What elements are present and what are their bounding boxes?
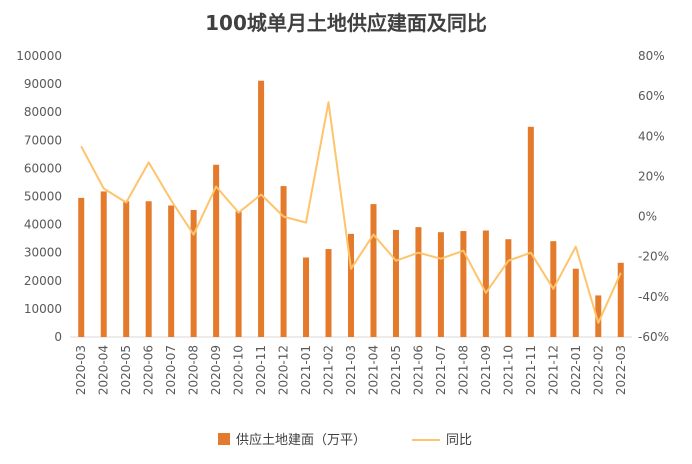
- y-left-tick-label: 0: [54, 330, 62, 344]
- x-tick-label: 2021-04: [367, 345, 381, 395]
- y-left-tick-label: 100000: [16, 49, 62, 63]
- x-tick-label: 2021-01: [299, 345, 313, 395]
- y-left-tick-label: 90000: [24, 77, 62, 91]
- x-tick-label: 2020-09: [209, 345, 223, 395]
- bar: [572, 268, 579, 337]
- axes-group: 0 10000 20000 30000 40000 50000 60000 70000 8000…: [16, 49, 669, 344]
- x-tick-label: 2020-12: [277, 345, 291, 395]
- chart-title: 100城单月土地供应建面及同比: [205, 11, 487, 35]
- x-tick-label: 2020-03: [74, 345, 88, 395]
- bar: [123, 201, 130, 337]
- bar: [505, 239, 512, 337]
- x-axis-labels: 2020-03 2020-04 2020-05 2020-06 2020-07 2020-…: [74, 345, 628, 395]
- y-right-tick-label: -20%: [638, 250, 669, 264]
- x-tick-label: 2021-10: [501, 345, 515, 395]
- legend-bar-swatch: [218, 433, 230, 445]
- yoy-line: [80, 101, 622, 324]
- bar: [392, 229, 399, 337]
- bar: [595, 295, 602, 337]
- bar: [617, 262, 624, 337]
- bar: [527, 126, 534, 337]
- x-tick-label: 2021-07: [434, 345, 448, 395]
- bar: [482, 230, 489, 337]
- x-tick-label: 2022-01: [569, 345, 583, 395]
- x-tick-label: 2020-05: [119, 345, 133, 395]
- bar-series: [78, 80, 624, 337]
- bar: [168, 205, 175, 337]
- y-left-tick-label: 80000: [24, 105, 62, 119]
- legend-bar-label: 供应土地建面（万平）: [236, 432, 366, 448]
- bar: [78, 197, 85, 337]
- y-left-tick-label: 60000: [24, 161, 62, 175]
- x-tick-label: 2020-10: [232, 345, 246, 395]
- x-tick-label: 2020-06: [142, 345, 156, 395]
- x-tick-label: 2021-05: [389, 345, 403, 395]
- x-tick-label: 2021-09: [479, 345, 493, 395]
- line-series: [80, 101, 622, 324]
- bar: [258, 80, 265, 337]
- bar: [145, 201, 152, 337]
- x-tick-label: 2020-07: [164, 345, 178, 395]
- x-tick-label: 2021-08: [456, 345, 470, 395]
- bar: [348, 233, 354, 337]
- x-tick-label: 2021-06: [411, 345, 425, 395]
- y-left-tick-label: 10000: [24, 302, 62, 316]
- y-left-tick-label: 70000: [24, 133, 62, 147]
- legend-line-label: 同比: [446, 433, 472, 448]
- x-tick-label: 2020-11: [254, 345, 268, 395]
- y-right-tick-label: 20%: [638, 169, 665, 183]
- bar: [370, 204, 377, 337]
- y-right-tick-label: 0%: [638, 210, 657, 224]
- legend: 供应土地建面（万平） 同比: [218, 432, 472, 448]
- y-right-tick-label: -60%: [638, 330, 669, 344]
- x-tick-label: 2021-11: [524, 345, 538, 395]
- y-right-tick-label: -40%: [638, 290, 669, 304]
- bar: [460, 231, 467, 337]
- bar: [235, 211, 242, 337]
- y-left-tick-label: 20000: [24, 274, 62, 288]
- y-right-tick-label: 60%: [638, 89, 665, 103]
- x-tick-label: 2021-03: [344, 345, 358, 395]
- bar: [190, 209, 197, 337]
- y-right-tick-label: 40%: [638, 129, 665, 143]
- x-tick-label: 2022-02: [591, 345, 605, 395]
- y-left-tick-label: 50000: [24, 190, 62, 204]
- x-tick-label: 2020-04: [97, 345, 111, 395]
- x-tick-label: 2021-02: [322, 345, 336, 395]
- bar: [325, 249, 332, 337]
- x-tick-label: 2020-08: [187, 345, 201, 395]
- bar: [280, 186, 287, 337]
- bar: [100, 191, 107, 337]
- x-tick-label: 2021-12: [546, 345, 560, 395]
- bar: [437, 232, 444, 337]
- x-tick-label: 2022-03: [614, 345, 628, 395]
- bar: [213, 164, 220, 337]
- y-left-tick-label: 30000: [24, 246, 62, 260]
- y-right-tick-label: 80%: [638, 49, 665, 63]
- y-left-tick-label: 40000: [24, 218, 62, 232]
- bar: [415, 227, 422, 337]
- bar: [303, 257, 310, 337]
